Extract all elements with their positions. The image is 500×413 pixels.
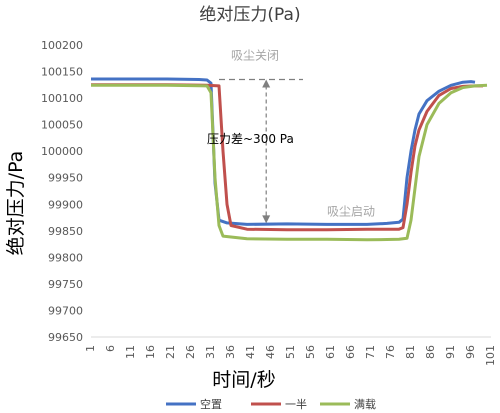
y-tick-label: 99850 [48, 225, 83, 238]
y-tick-label: 100000 [41, 145, 83, 158]
x-tick-label: 91 [444, 345, 457, 359]
x-tick-label: 71 [364, 345, 377, 359]
series-line-2 [91, 83, 488, 242]
x-tick-label: 11 [124, 345, 137, 359]
y-tick-label: 100100 [41, 92, 83, 105]
arrow-up-icon [262, 79, 271, 88]
x-tick-label: 81 [404, 345, 417, 359]
legend-label-2: 满载 [354, 398, 376, 411]
annotation-diff: 压力差~300 Pa [207, 132, 294, 146]
x-axis-ticks: 1 6 11 16 21 26 31 36 41 46 51 56 61 66 71 76 81 86 91 96 10… [84, 345, 497, 366]
x-tick-label: 66 [344, 345, 357, 359]
y-tick-label: 99700 [48, 304, 83, 317]
pressure-difference-marker [219, 78, 303, 224]
chart-title: 绝对压力(Pa) [199, 5, 300, 25]
x-tick-label: 41 [244, 345, 257, 359]
x-axis-title: 时间/秒 [212, 369, 275, 391]
series-line-1 [91, 83, 483, 232]
legend: 空置 一半 满载 [166, 397, 376, 411]
x-tick-label: 21 [164, 345, 177, 359]
y-tick-label: 100150 [41, 66, 83, 79]
x-tick-label: 76 [384, 345, 397, 359]
x-tick-label: 16 [144, 345, 157, 359]
x-tick-label: 101 [484, 345, 497, 366]
x-tick-label: 61 [324, 345, 337, 359]
legend-label-0: 空置 [200, 397, 222, 411]
y-tick-label: 99950 [48, 172, 83, 185]
x-tick-label: 96 [464, 345, 477, 359]
y-tick-label: 100200 [41, 39, 83, 52]
y-axis-title: 绝对压力/Pa [5, 151, 27, 256]
annotation-suction-off: 吸尘关闭 [231, 48, 279, 62]
x-tick-label: 1 [84, 345, 97, 352]
x-tick-label: 51 [284, 345, 297, 359]
y-tick-label: 100050 [41, 119, 83, 132]
x-tick-label: 31 [204, 345, 217, 359]
series-layer [91, 77, 488, 242]
y-axis-ticks: 99650 99700 99750 99800 99850 99900 99950 10000… [41, 39, 83, 344]
x-tick-label: 56 [304, 345, 317, 359]
annotation-suction-on: 吸尘启动 [327, 204, 375, 218]
x-tick-label: 86 [424, 345, 437, 359]
x-tick-label: 6 [104, 345, 117, 352]
y-tick-label: 99750 [48, 278, 83, 291]
legend-label-1: 一半 [285, 397, 307, 411]
x-tick-label: 26 [184, 345, 197, 359]
y-tick-label: 99800 [48, 251, 83, 264]
series-line-0 [91, 77, 476, 226]
y-tick-label: 99650 [48, 331, 83, 344]
x-tick-label: 36 [224, 345, 237, 359]
arrow-down-icon [262, 215, 271, 224]
x-tick-label: 46 [264, 345, 277, 359]
y-tick-label: 99900 [48, 198, 83, 211]
